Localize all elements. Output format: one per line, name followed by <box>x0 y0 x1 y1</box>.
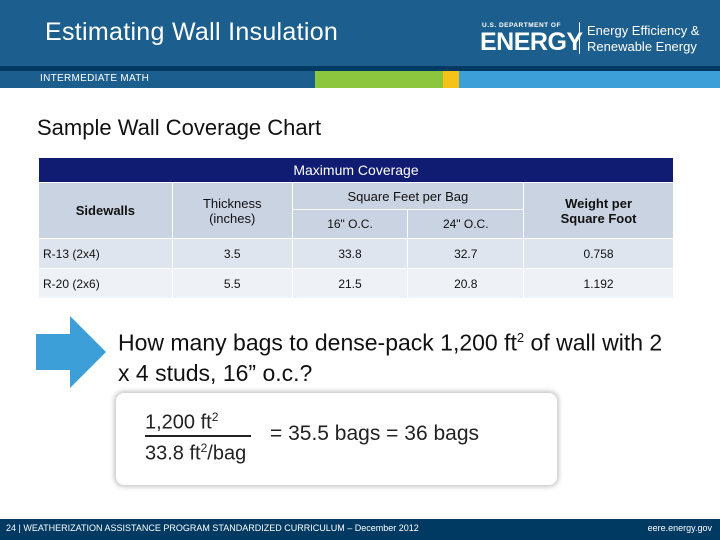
cell-weight: 1.192 <box>523 268 674 299</box>
header-bar <box>0 0 720 66</box>
question-sup: 2 <box>516 330 525 345</box>
band-blue <box>0 71 315 88</box>
table-row: R-13 (2x4) 3.5 33.8 32.7 0.758 <box>38 238 674 269</box>
table-row: R-20 (2x6) 5.5 21.5 20.8 1.192 <box>38 268 674 299</box>
question-part1: How many bags to dense-pack 1,200 ft <box>118 329 517 356</box>
cell-thickness: 3.5 <box>171 238 293 269</box>
band-yellow <box>443 71 459 88</box>
cell-weight: 0.758 <box>523 238 674 269</box>
fraction-numerator: 1,200 ft2 <box>145 410 218 435</box>
header-thickness-unit: (inches) <box>209 210 256 226</box>
footer-url: eere.energy.gov <box>647 523 712 533</box>
header-sqft-per-bag: Square Feet per Bag <box>291 182 525 210</box>
answer-box <box>116 393 557 485</box>
numerator-text: 1,200 ft <box>145 411 212 434</box>
section-subtitle: Sample Wall Coverage Chart <box>37 115 322 140</box>
header-24-oc: 24" O.C. <box>407 209 525 239</box>
cell-24-oc: 20.8 <box>407 268 525 299</box>
table-header-row: Sidewalls Thickness (inches) Square Feet… <box>38 182 674 239</box>
denominator-sup: 2 <box>200 441 208 455</box>
header-weight: Weight per Square Foot <box>523 182 674 239</box>
table-caption: Maximum Coverage <box>38 157 674 183</box>
level-label: INTERMEDIATE MATH <box>40 73 150 84</box>
right-arrow-icon <box>36 316 106 388</box>
cell-16-oc: 21.5 <box>291 268 409 299</box>
cell-thickness: 5.5 <box>171 268 293 299</box>
header-16-oc: 16" O.C. <box>291 209 409 239</box>
denominator-text: 33.8 ft <box>145 442 201 465</box>
cell-sidewall: R-13 (2x4) <box>38 238 173 269</box>
logo-dept: U.S. DEPARTMENT OF <box>482 22 561 29</box>
fraction-denominator: 33.8 ft2/bag <box>145 441 246 466</box>
question-part2: of wall with 2 x 4 studs, 16” o.c.? <box>118 329 663 386</box>
doe-eere-logo: U.S. DEPARTMENT OF ENERGY Energy Efficie… <box>480 20 710 56</box>
band-light-blue <box>459 71 720 88</box>
band-green <box>315 71 443 88</box>
table-caption-row: Maximum Coverage <box>38 157 674 183</box>
cell-16-oc: 33.8 <box>291 238 409 269</box>
question-text: How many bags to dense-pack 1,200 ft2 of… <box>118 323 678 388</box>
header-sidewalls: Sidewalls <box>38 182 173 239</box>
slide-title: Estimating Wall Insulation <box>45 18 339 46</box>
logo-line1: Energy Efficiency & <box>587 23 700 38</box>
header-thickness-label: Thickness <box>202 195 262 211</box>
header-accent-dark <box>0 66 720 71</box>
cell-sidewall: R-20 (2x6) <box>38 268 173 299</box>
table-subheader-row: 16" O.C. 24" O.C. <box>39 209 674 239</box>
coverage-table: Maximum Coverage Sidewalls Thickness (in… <box>38 157 674 299</box>
logo-energy: ENERGY <box>480 28 583 56</box>
footer-text: 24 | WEATHERIZATION ASSISTANCE PROGRAM S… <box>6 523 419 533</box>
logo-divider <box>579 22 580 54</box>
numerator-sup: 2 <box>211 410 219 424</box>
header-thickness: Thickness (inches) <box>171 182 293 239</box>
footer-bar <box>0 519 720 540</box>
answer-result: = 35.5 bags = 36 bags <box>270 422 480 445</box>
fraction-line <box>145 435 251 437</box>
logo-line2: Renewable Energy <box>587 39 697 54</box>
denominator-tail: /bag <box>207 442 247 465</box>
cell-24-oc: 32.7 <box>407 238 525 269</box>
